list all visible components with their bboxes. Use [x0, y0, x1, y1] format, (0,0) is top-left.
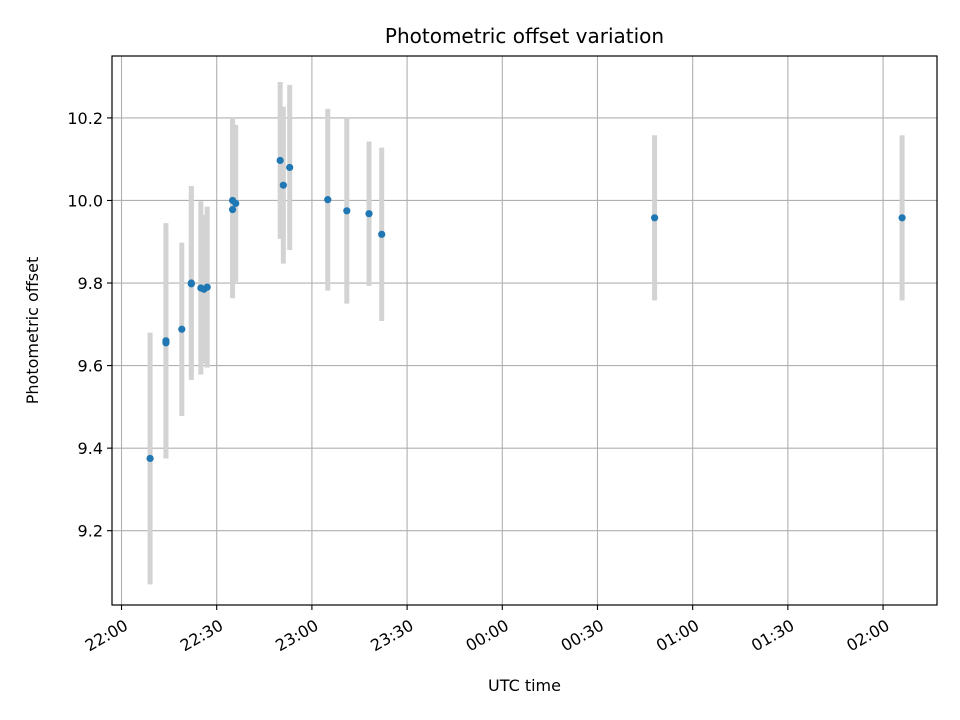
x-axis-title: UTC time — [488, 676, 561, 695]
data-point — [146, 454, 154, 463]
data-point — [178, 325, 186, 333]
data-point — [162, 339, 170, 347]
plot-frame — [111, 55, 938, 606]
data-point — [324, 196, 332, 204]
data-point — [228, 205, 237, 214]
data-point — [276, 156, 284, 165]
data-point — [187, 280, 195, 288]
y-tick-label: 9.4 — [78, 439, 103, 458]
y-axis-title: Photometric offset — [23, 257, 42, 405]
data-point — [232, 199, 240, 207]
y-tick-label: 9.6 — [78, 357, 103, 376]
data-point — [898, 214, 906, 222]
data-point — [286, 163, 294, 172]
data-point — [279, 181, 287, 189]
y-tick-label: 10.0 — [67, 191, 103, 210]
data-point — [650, 214, 659, 222]
chart-title: Photometric offset variation — [385, 24, 664, 48]
y-tick-label: 10.2 — [67, 109, 103, 128]
data-points — [146, 156, 906, 463]
y-tick-label: 9.2 — [78, 522, 103, 541]
y-axis-ticks: 9.2 9.4 9.6 9.8 10.0 10.2 — [67, 109, 112, 541]
data-point — [343, 207, 351, 215]
data-point — [378, 230, 386, 238]
data-point — [203, 283, 211, 291]
data-point — [365, 210, 373, 218]
y-tick-label: 9.8 — [78, 274, 103, 293]
grid — [112, 56, 937, 605]
